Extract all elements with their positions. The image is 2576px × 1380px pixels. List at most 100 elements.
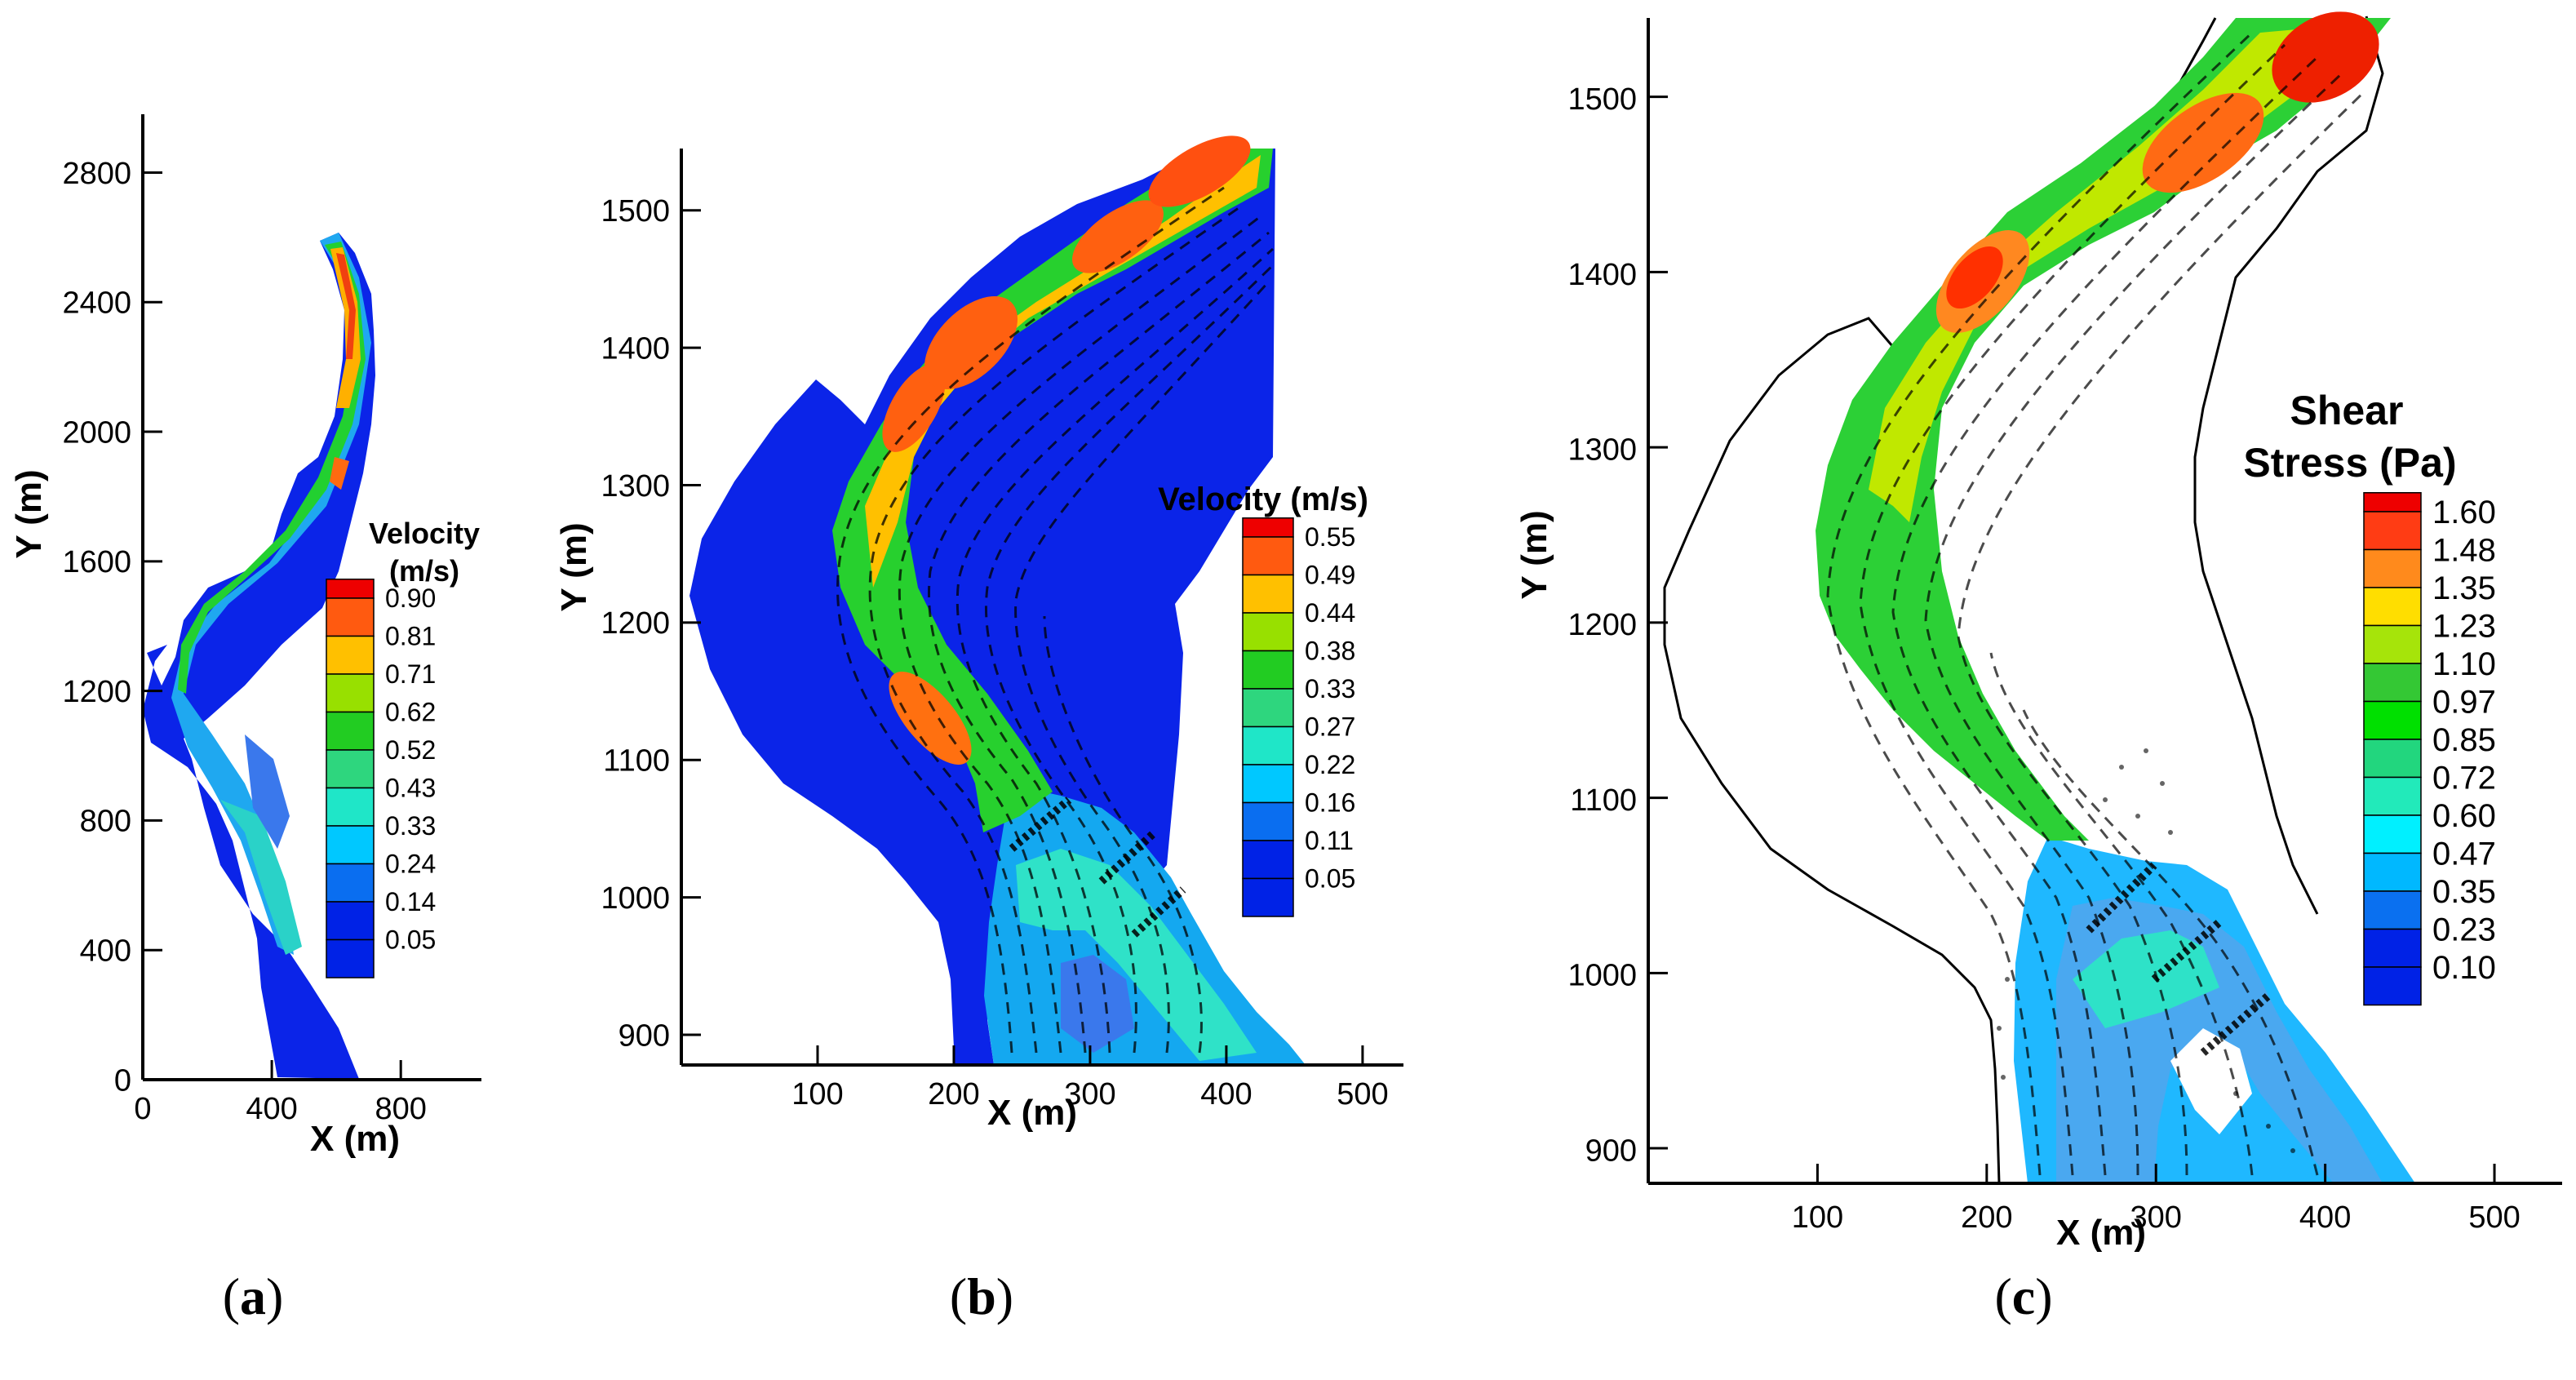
panel-b-legend-title: Velocity (m/s) <box>1158 481 1368 517</box>
y-tick-label: 0 <box>114 1063 131 1098</box>
legend-level-label: 1.48 <box>2432 533 2496 569</box>
legend-level-label: 0.27 <box>1305 712 1355 742</box>
legend-level-label: 0.85 <box>2432 722 2496 758</box>
legend-level-label: 0.71 <box>385 659 436 689</box>
panel-b: 100 200 300 400 500 900 1000 1100 1200 1300 1400 15… <box>554 135 1403 1325</box>
legend-swatch <box>326 863 375 903</box>
y-tick-label: 1300 <box>601 469 670 504</box>
legend-swatch <box>2363 890 2422 930</box>
legend-swatch <box>2363 776 2422 816</box>
panel-a-ylabel: Y (m) <box>9 469 49 558</box>
legend-swatch <box>1242 574 1294 614</box>
panel-c-legend-title-line2: Stress (Pa) <box>2243 440 2456 486</box>
legend-swatch <box>2363 624 2422 664</box>
legend-level-label: 0.97 <box>2432 685 2496 721</box>
legend-swatch <box>326 901 375 941</box>
panel-a: 0 400 800 0 400 800 1200 1600 2000 2400 2800 X (m)… <box>9 114 481 1325</box>
y-tick-label: 900 <box>619 1018 670 1053</box>
x-tick-label: 400 <box>246 1092 297 1126</box>
x-tick-label: 400 <box>1200 1077 1252 1112</box>
legend-swatch <box>2363 966 2422 1006</box>
x-tick-label: 0 <box>134 1092 151 1126</box>
legend-level-label: 1.60 <box>2432 495 2496 530</box>
y-tick-label: 900 <box>1585 1134 1637 1168</box>
legend-level-label: 0.47 <box>2432 836 2496 872</box>
legend-level-label: 0.33 <box>385 811 436 841</box>
x-tick-label: 200 <box>1961 1200 2012 1235</box>
legend-swatch <box>1242 650 1294 690</box>
panel-b-legend-scale: 0.55 0.49 0.44 0.38 0.33 0.27 0.22 0.16 0.11 0.05 <box>1242 517 1355 917</box>
legend-swatch <box>2363 739 2422 779</box>
panel-c-legend: Shear Stress (Pa) 1.601.481.351.231.100.… <box>2243 388 2496 1006</box>
legend-level-label: 0.11 <box>1305 826 1354 855</box>
y-tick-label: 1400 <box>601 331 670 366</box>
legend-swatch <box>1242 801 1294 841</box>
panel-a-legend-title-line2: (m/s) <box>389 554 459 588</box>
y-tick-label: 1400 <box>1567 258 1637 292</box>
y-tick-label: 1100 <box>603 744 670 779</box>
legend-level-label: 0.35 <box>2432 874 2496 910</box>
x-tick-label: 100 <box>791 1077 843 1112</box>
panel-b-ylabel: Y (m) <box>554 522 594 611</box>
panel-c-ylabel: Y (m) <box>1514 510 1554 599</box>
legend-level-label: 0.38 <box>1305 637 1355 666</box>
panel-a-caption-letter: a <box>240 1267 266 1325</box>
panel-c: 100 200 300 400 500 900 1000 1100 1200 1300 1400 15… <box>1514 11 2562 1325</box>
legend-swatch <box>326 673 375 713</box>
legend-swatch <box>326 579 375 599</box>
panel-b-xlabel: X (m) <box>987 1093 1077 1133</box>
legend-level-label: 0.62 <box>385 698 436 727</box>
panel-c-ticks: 100 200 300 400 500 900 1000 1100 1200 1300 1400 15… <box>1567 82 2520 1235</box>
panel-a-legend: Velocity (m/s) 0.900.810.710.620.520.430… <box>326 517 480 978</box>
y-tick-label: 1000 <box>601 881 670 916</box>
panel-c-legend-title-line1: Shear <box>2290 388 2404 433</box>
legend-level-label: 0.44 <box>1305 598 1355 628</box>
y-tick-label: 2400 <box>62 286 131 321</box>
legend-swatch <box>326 749 375 789</box>
panel-a-ticks: 0 400 800 0 400 800 1200 1600 2000 2400 2800 <box>62 157 426 1126</box>
legend-level-label: 0.16 <box>1305 788 1355 818</box>
y-tick-label: 400 <box>80 934 131 969</box>
y-tick-label: 1000 <box>1567 959 1637 993</box>
x-tick-label: 300 <box>2130 1200 2182 1235</box>
x-tick-label: 500 <box>1337 1077 1388 1112</box>
panel-c-flow-field <box>1816 11 2415 1183</box>
legend-level-label: 0.23 <box>2432 912 2496 948</box>
panel-a-caption: (a) <box>223 1267 284 1325</box>
legend-swatch <box>1242 764 1294 804</box>
y-tick-label: 1500 <box>1567 82 1637 117</box>
panel-c-legend-scale: 1.601.481.351.231.100.970.850.720.600.47… <box>2363 492 2496 1006</box>
legend-swatch <box>2363 928 2422 968</box>
x-tick-label: 200 <box>928 1077 979 1112</box>
legend-swatch <box>2363 663 2422 703</box>
legend-swatch <box>326 938 375 978</box>
legend-level-label: 1.10 <box>2432 646 2496 682</box>
legend-swatch <box>1242 725 1294 765</box>
y-tick-label: 1200 <box>62 675 131 709</box>
legend-level-label: 0.05 <box>1305 864 1355 894</box>
legend-level-label: 0.10 <box>2432 950 2496 986</box>
panel-b-legend: Velocity (m/s) 0.550.490.440.380.330.270… <box>1158 481 1368 917</box>
legend-level-label: 0.72 <box>2432 761 2496 796</box>
legend-swatch <box>2363 511 2422 551</box>
legend-swatch <box>1242 612 1294 652</box>
x-tick-label: 100 <box>1792 1200 1843 1235</box>
legend-level-label: 0.22 <box>1305 750 1355 779</box>
legend-swatch <box>1242 688 1294 728</box>
legend-swatch <box>1242 877 1294 917</box>
x-tick-label: 300 <box>1064 1077 1115 1112</box>
panel-b-ticks: 100 200 300 400 500 900 1000 1100 1200 1300 1400 15… <box>601 194 1388 1112</box>
legend-level-label: 0.81 <box>385 622 436 651</box>
panel-c-xlabel: X (m) <box>2056 1213 2146 1253</box>
y-tick-label: 1200 <box>1567 608 1637 642</box>
panel-b-axes <box>680 149 1403 1067</box>
panel-c-caption: (c) <box>1994 1267 2052 1325</box>
legend-swatch <box>2363 700 2422 740</box>
legend-level-label: 0.55 <box>1305 522 1355 552</box>
legend-level-label: 0.49 <box>1305 561 1355 590</box>
y-tick-label: 1100 <box>1570 783 1637 818</box>
y-tick-label: 1600 <box>62 545 131 579</box>
panel-a-xlabel: X (m) <box>310 1119 400 1159</box>
x-tick-label: 800 <box>375 1092 426 1126</box>
